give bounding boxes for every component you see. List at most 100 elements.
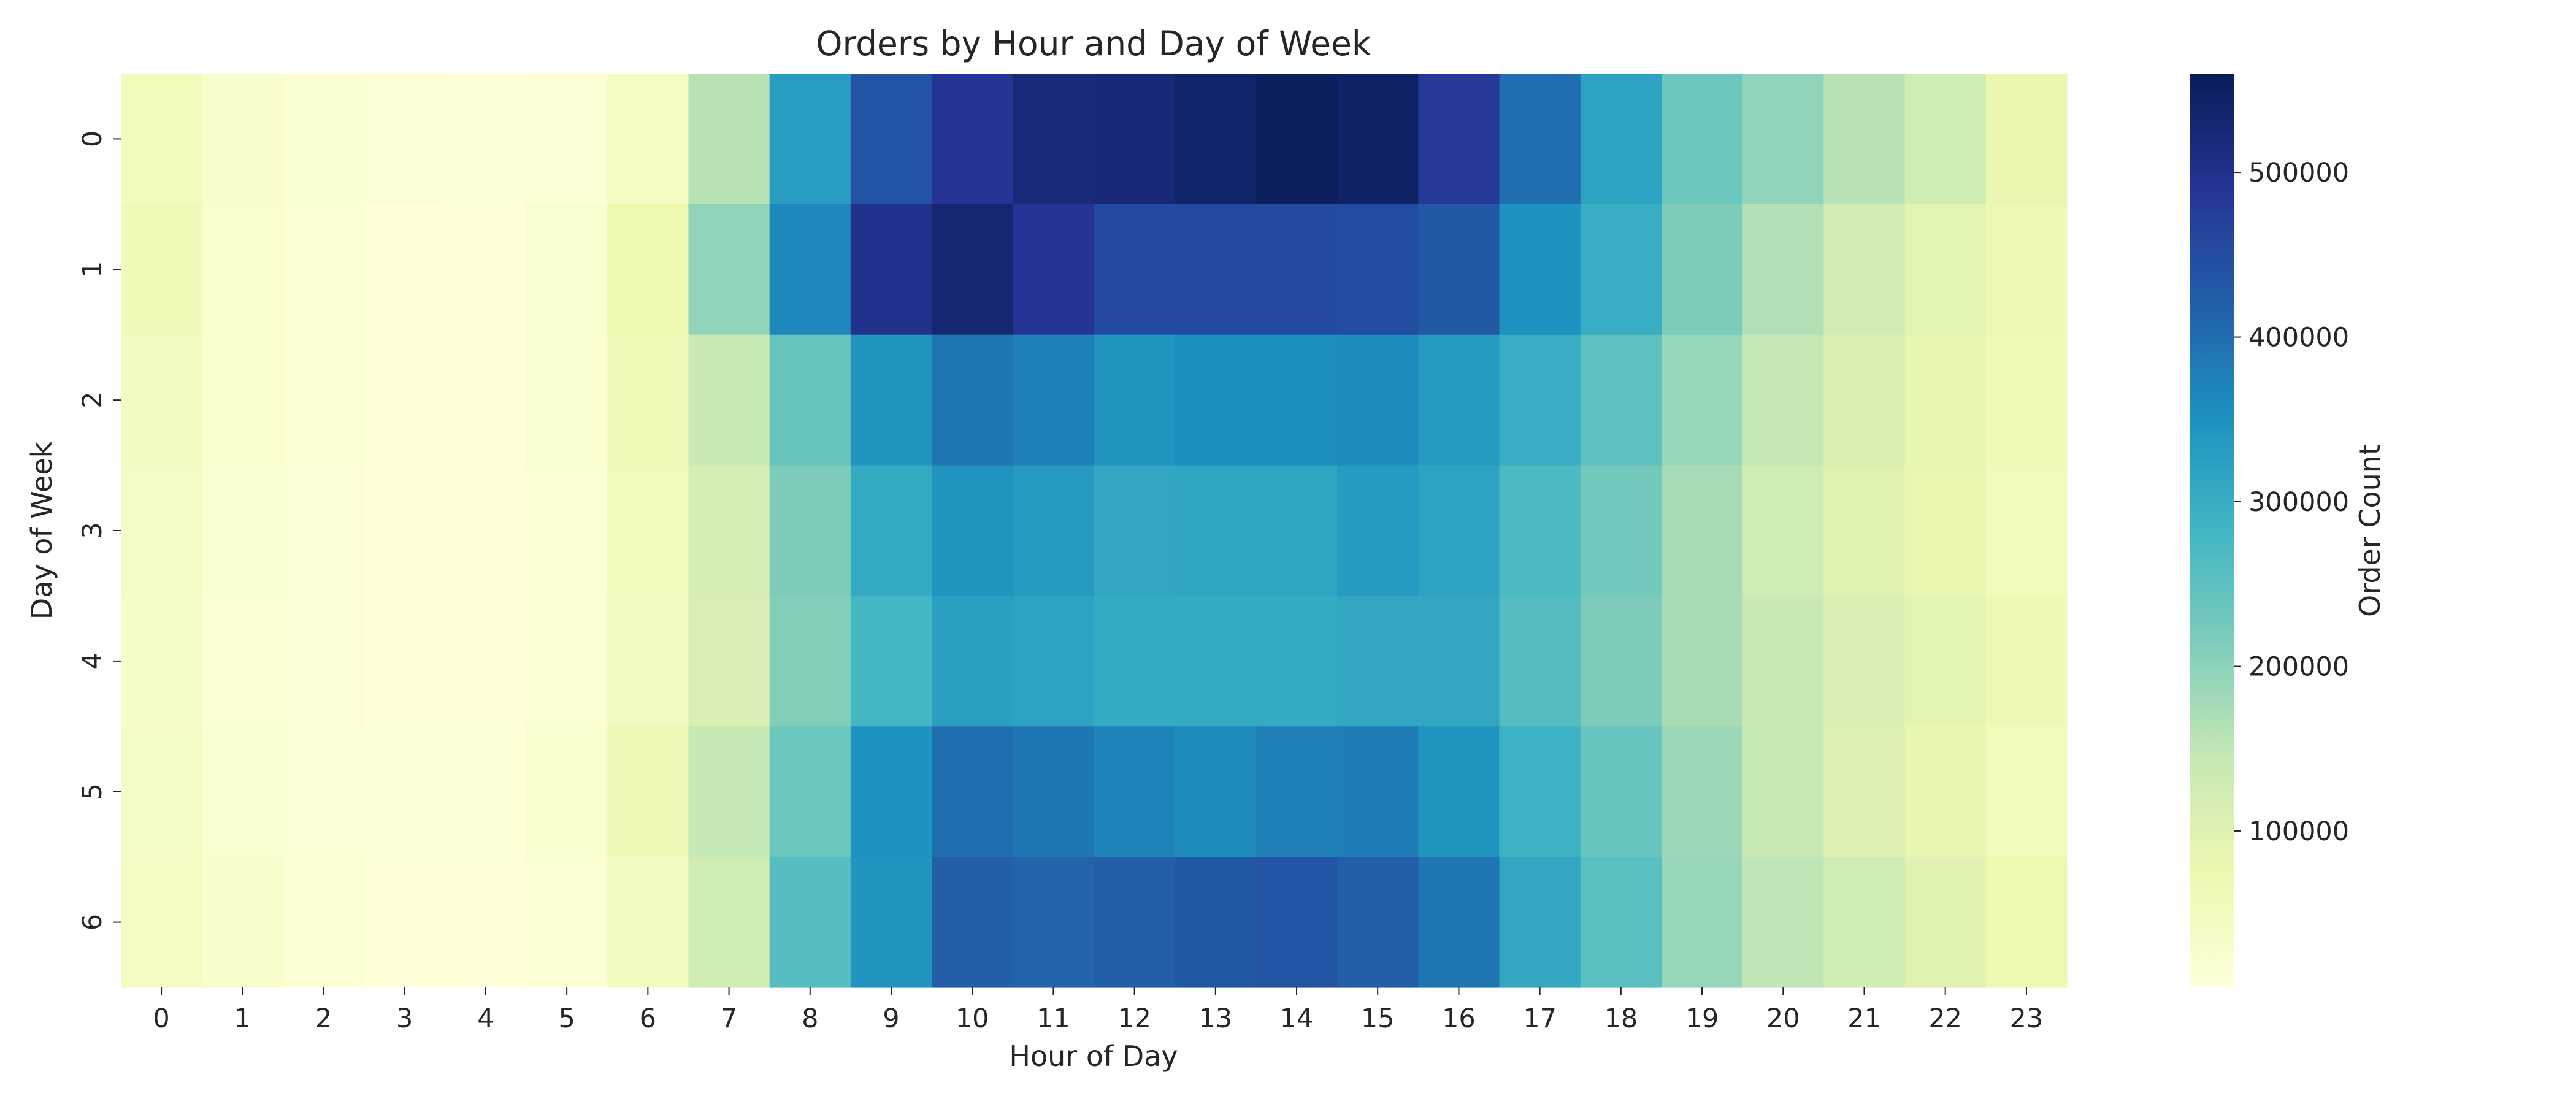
heatmap-cell-day-3-hour-13	[1175, 465, 1257, 597]
heatmap-cell-day-0-hour-3	[364, 74, 446, 205]
heatmap-cell-day-3-hour-6	[607, 465, 689, 597]
heatmap-cell-day-0-hour-21	[1823, 74, 1906, 205]
heatmap-cell-day-0-hour-13	[1175, 74, 1257, 205]
heatmap-cell-day-0-hour-14	[1255, 74, 1338, 205]
y-axis-label: Day of Week	[25, 441, 58, 619]
heatmap-cell-day-0-hour-4	[445, 74, 527, 205]
heatmap-cell-day-0-hour-8	[769, 74, 851, 205]
heatmap-cell-day-4-hour-13	[1175, 596, 1257, 727]
heatmap-cell-day-4-hour-3	[364, 596, 446, 727]
heatmap-cell-day-2-hour-18	[1580, 334, 1662, 466]
heatmap-cell-day-6-hour-15	[1337, 857, 1419, 988]
heatmap-cell-day-0-hour-15	[1337, 74, 1419, 205]
heatmap-cell-day-1-hour-14	[1255, 204, 1338, 335]
x-tick-label: 12	[1117, 1003, 1151, 1034]
x-tick-label: 5	[558, 1003, 575, 1034]
heatmap-cell-day-2-hour-4	[445, 334, 527, 466]
heatmap-cell-day-3-hour-19	[1661, 465, 1743, 597]
x-tick-label: 0	[153, 1003, 169, 1034]
heatmap-cell-day-4-hour-7	[688, 596, 770, 727]
heatmap-cell-day-0-hour-5	[526, 74, 608, 205]
heatmap-cell-day-5-hour-17	[1499, 726, 1581, 857]
heatmap-cell-day-2-hour-8	[769, 334, 851, 466]
heatmap-cell-day-0-hour-0	[121, 74, 202, 205]
x-tick-label: 1	[234, 1003, 251, 1034]
heatmap-cell-day-5-hour-0	[121, 726, 202, 857]
x-tick-label: 17	[1523, 1003, 1557, 1034]
heatmap-cell-day-6-hour-20	[1742, 857, 1824, 988]
x-tick-label: 9	[883, 1003, 899, 1034]
x-tick-label: 7	[721, 1003, 737, 1034]
heatmap-cell-day-6-hour-5	[526, 857, 608, 988]
colorbar-tick-label: 400000	[2248, 323, 2349, 353]
heatmap-cell-day-1-hour-9	[850, 204, 932, 335]
y-tick-label: 6	[77, 914, 108, 930]
x-tick-label: 11	[1037, 1003, 1070, 1034]
heatmap-cell-day-6-hour-4	[445, 857, 527, 988]
x-tick-label: 19	[1685, 1003, 1719, 1034]
heatmap-cell-day-4-hour-10	[932, 596, 1013, 727]
x-tick-label: 14	[1280, 1003, 1314, 1034]
heatmap-cell-day-5-hour-6	[607, 726, 689, 857]
colorbar-tick-label: 200000	[2248, 651, 2349, 682]
x-tick-label: 10	[956, 1003, 989, 1034]
heatmap-cell-day-1-hour-21	[1823, 204, 1906, 335]
heatmap-cell-day-3-hour-5	[526, 465, 608, 597]
heatmap-cell-day-1-hour-1	[202, 204, 284, 335]
heatmap-cell-day-0-hour-2	[283, 74, 365, 205]
heatmap-cell-day-5-hour-20	[1742, 726, 1824, 857]
heatmap-cell-day-5-hour-1	[202, 726, 284, 857]
colorbar-tick-label: 100000	[2248, 816, 2349, 847]
heatmap-cell-day-5-hour-10	[932, 726, 1013, 857]
heatmap-cell-day-5-hour-14	[1255, 726, 1338, 857]
heatmap-cell-day-3-hour-18	[1580, 465, 1662, 597]
x-tick-label: 21	[1847, 1003, 1881, 1034]
heatmap-cell-day-1-hour-11	[1013, 204, 1095, 335]
heatmap-cell-day-1-hour-16	[1418, 204, 1500, 335]
heatmap-cell-day-1-hour-18	[1580, 204, 1662, 335]
heatmap-cell-day-5-hour-15	[1337, 726, 1419, 857]
heatmap-cell-day-2-hour-6	[607, 334, 689, 466]
heatmap-cell-day-0-hour-11	[1013, 74, 1095, 205]
heatmap-cells	[121, 74, 2068, 988]
heatmap-cell-day-2-hour-10	[932, 334, 1013, 466]
heatmap-cell-day-6-hour-22	[1904, 857, 1987, 988]
colorbar-tick-label: 300000	[2248, 487, 2349, 518]
heatmap-cell-day-1-hour-4	[445, 204, 527, 335]
x-tick-label: 15	[1361, 1003, 1395, 1034]
heatmap-cell-day-5-hour-5	[526, 726, 608, 857]
heatmap-cell-day-4-hour-0	[121, 596, 202, 727]
heatmap-cell-day-3-hour-9	[850, 465, 932, 597]
heatmap-cell-day-3-hour-4	[445, 465, 527, 597]
heatmap-cell-day-4-hour-14	[1255, 596, 1338, 727]
heatmap-cell-day-3-hour-17	[1499, 465, 1581, 597]
heatmap-cell-day-6-hour-8	[769, 857, 851, 988]
heatmap-cell-day-4-hour-17	[1499, 596, 1581, 727]
colorbar-label: Order Count	[2353, 444, 2386, 617]
heatmap-cell-day-4-hour-21	[1823, 596, 1906, 727]
heatmap-cell-day-3-hour-16	[1418, 465, 1500, 597]
heatmap-cell-day-1-hour-15	[1337, 204, 1419, 335]
y-tick-label: 3	[77, 522, 108, 539]
heatmap-cell-day-5-hour-12	[1094, 726, 1176, 857]
x-tick-label: 23	[2010, 1003, 2044, 1034]
x-tick-label: 3	[396, 1003, 413, 1034]
heatmap-cell-day-1-hour-2	[283, 204, 365, 335]
y-tick-label: 2	[77, 391, 108, 408]
x-tick-label: 22	[1928, 1003, 1962, 1034]
heatmap-cell-day-0-hour-16	[1418, 74, 1500, 205]
heatmap-cell-day-4-hour-16	[1418, 596, 1500, 727]
heatmap-cell-day-1-hour-22	[1904, 204, 1987, 335]
heatmap-cell-day-2-hour-12	[1094, 334, 1176, 466]
heatmap-cell-day-1-hour-12	[1094, 204, 1176, 335]
heatmap-cell-day-0-hour-22	[1904, 74, 1987, 205]
heatmap-cell-day-1-hour-10	[932, 204, 1013, 335]
heatmap-cell-day-4-hour-6	[607, 596, 689, 727]
x-tick-label: 18	[1604, 1003, 1638, 1034]
heatmap-cell-day-1-hour-7	[688, 204, 770, 335]
x-tick-label: 4	[477, 1003, 494, 1034]
heatmap-cell-day-4-hour-18	[1580, 596, 1662, 727]
heatmap-cell-day-6-hour-14	[1255, 857, 1338, 988]
heatmap-cell-day-3-hour-21	[1823, 465, 1906, 597]
